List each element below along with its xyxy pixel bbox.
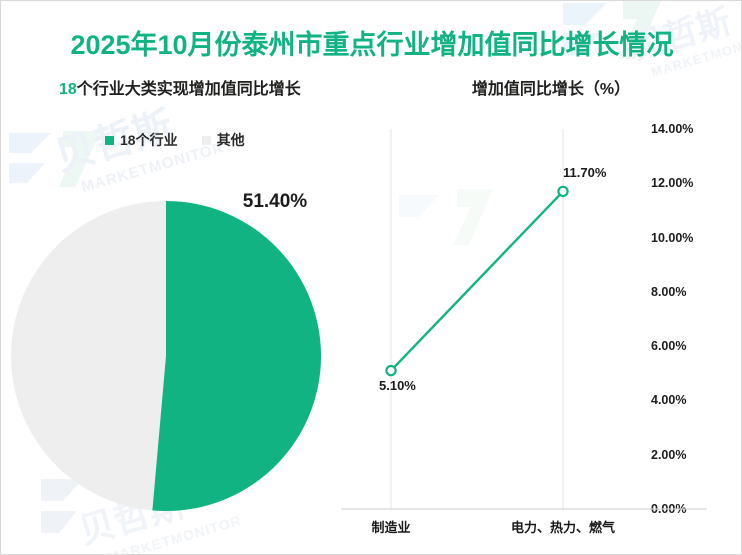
y-axis-tick-2: 2.00% — [651, 447, 687, 462]
data-label-2: 11.70% — [563, 165, 607, 181]
y-axis-tick-12: 12.00% — [651, 176, 694, 191]
y-axis-tick-10: 10.00% — [651, 230, 694, 245]
watermark-text-en-3: MARKETMONITOR — [105, 512, 244, 555]
legend-item-other[interactable]: 其他 — [201, 130, 245, 150]
pie-legend: 18个行业 其他 — [105, 130, 245, 150]
left-chart-subtitle-text: 个行业大类实现增加值同比增长 — [76, 81, 301, 98]
legend-item-industries[interactable]: 18个行业 — [105, 130, 178, 150]
pie-value-label: 51.40% — [242, 191, 308, 212]
pie-chart — [11, 201, 322, 512]
left-chart-subtitle: 18个行业大类实现增加值同比增长 — [59, 75, 301, 99]
page-title: 2025年10月份泰州市重点行业增加值同比增长情况 — [70, 30, 674, 60]
data-point-marker-1 — [385, 364, 397, 377]
legend-swatch-other — [201, 135, 211, 145]
line-chart: 14.00% 12.00% 10.00% 8.00% 6.00% 4.00% 2… — [341, 111, 741, 554]
x-axis-tick-2: 电力、热力、燃气 — [510, 520, 616, 535]
data-label-1: 5.10% — [379, 377, 416, 393]
legend-swatch-industries — [105, 135, 114, 145]
y-axis-tick-6: 6.00% — [651, 339, 687, 354]
y-axis-tick-8: 8.00% — [651, 284, 687, 299]
series-line — [389, 190, 565, 372]
data-point-marker-2 — [557, 185, 569, 198]
y-axis-tick-14: 14.00% — [651, 122, 694, 136]
right-chart-subtitle: 增加值同比增长（%） — [471, 81, 631, 98]
left-chart-subtitle-number: 18 — [59, 81, 77, 98]
x-axis-tick-1: 制造业 — [371, 520, 411, 535]
y-axis-tick-4: 4.00% — [651, 393, 687, 408]
legend-label-industries: 18个行业 — [120, 132, 178, 148]
legend-label-other: 其他 — [216, 132, 245, 148]
pie-slice-industries — [152, 201, 322, 512]
